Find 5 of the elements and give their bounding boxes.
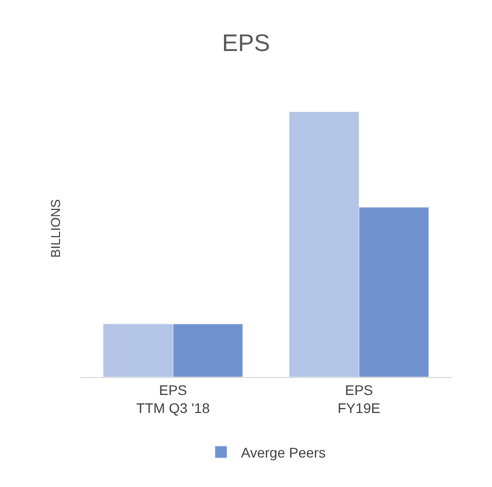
chart-title: EPS	[222, 30, 270, 57]
x-tick-label: EPS FY19E	[338, 382, 380, 416]
x-tick-label: EPS TTM Q3 '18	[136, 382, 210, 416]
legend-label: Averge Peers	[241, 444, 326, 460]
y-axis-title: BILLIONS	[48, 198, 63, 258]
